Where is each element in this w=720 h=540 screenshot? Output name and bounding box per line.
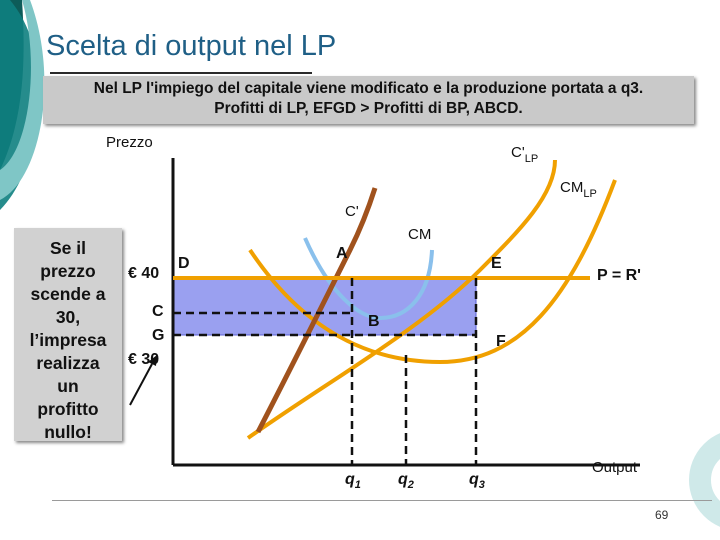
footer-divider <box>52 500 712 501</box>
corner-ring-decoration <box>689 433 720 527</box>
long-run-marginal-cost-curve <box>246 159 557 440</box>
q2-label-sub: 2 <box>407 479 414 491</box>
short-run-marginal-cost-curve <box>255 187 378 434</box>
note-box: Se il prezzo scende a 30, l’impresa real… <box>14 228 122 442</box>
subtitle-line-2: Profitti di LP, EFGD > Profitti di BP, A… <box>214 100 523 117</box>
y-axis-label: Prezzo <box>106 134 153 151</box>
note-line: Se il <box>50 238 86 258</box>
page-number: 69 <box>655 508 669 522</box>
lr-average-label: CMLP <box>560 179 597 200</box>
corner-light-shape <box>0 0 45 200</box>
corner-mid-shape <box>0 0 40 210</box>
q1-label-main: q <box>345 471 355 488</box>
note-line: profitto <box>37 399 99 419</box>
price-low-label: € 30 <box>128 351 159 368</box>
q3-label: q3 <box>469 471 485 491</box>
sr-average-label: CM <box>408 226 431 243</box>
q3-label-main: q <box>469 471 479 488</box>
lr-average-label-sub: LP <box>583 188 596 200</box>
lr-marginal-label-main: C' <box>511 144 525 161</box>
x-axis-label: Output <box>592 459 638 476</box>
lr-marginal-label: C'LP <box>511 144 538 165</box>
slide-title: Scelta di output nel LP <box>46 30 337 62</box>
point-g-label: G <box>152 327 164 344</box>
note-line: nullo! <box>44 422 92 442</box>
point-c-label: C <box>152 303 164 320</box>
note-arrow <box>129 363 153 406</box>
lr-marginal-label-sub: LP <box>525 153 538 165</box>
short-run-average-cost-curve <box>303 237 434 321</box>
q2-label: q2 <box>398 471 414 491</box>
lr-average-label-main: CM <box>560 179 583 196</box>
point-b-label: B <box>368 313 380 330</box>
price-line-label: P = R' <box>597 267 641 284</box>
q1-label-sub: 1 <box>355 479 361 491</box>
point-e-label: E <box>491 255 502 272</box>
note-line: l’impresa <box>29 330 107 350</box>
note-line: scende a <box>30 284 106 304</box>
subtitle-line-1: Nel LP l'impiego del capitale viene modi… <box>93 80 644 97</box>
note-line: realizza <box>36 353 100 373</box>
note-line: prezzo <box>40 261 96 281</box>
note-line: 30, <box>55 307 81 327</box>
q3-label-sub: 3 <box>479 479 485 491</box>
subtitle-box: Nel LP l'impiego del capitale viene modi… <box>43 76 694 124</box>
point-f-label: F <box>496 333 506 350</box>
note-line: un <box>57 376 79 396</box>
sr-marginal-label: C' <box>345 203 359 220</box>
note-arrow-head <box>148 355 157 366</box>
point-d-label: D <box>178 255 190 272</box>
long-run-average-cost-curve <box>248 179 617 365</box>
q2-label-main: q <box>398 471 408 488</box>
q1-label: q1 <box>345 471 361 491</box>
title-underline <box>50 72 312 74</box>
price-high-label: € 40 <box>128 265 159 282</box>
point-a-label: A <box>336 245 348 262</box>
